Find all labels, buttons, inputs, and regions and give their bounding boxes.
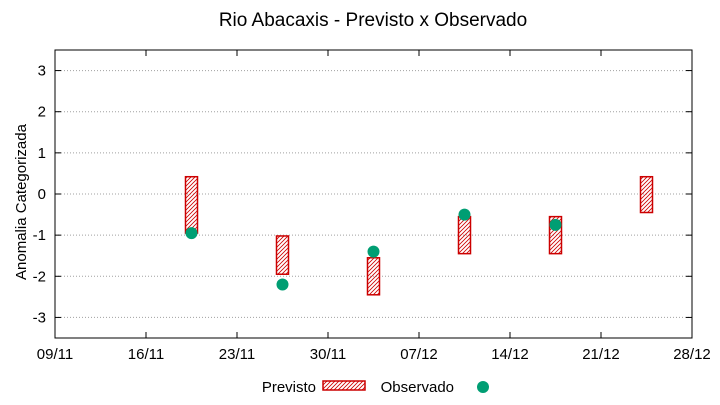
observado-point — [185, 227, 198, 240]
x-tick-label: 30/11 — [310, 346, 346, 363]
x-tick-label: 07/12 — [400, 346, 438, 363]
x-tick-label: 23/11 — [219, 346, 255, 363]
observado-point — [367, 245, 380, 258]
marks — [184, 175, 654, 296]
previsto-box — [457, 215, 472, 255]
x-tick-label: 28/12 — [673, 346, 711, 363]
y-tick-label: -2 — [33, 268, 46, 285]
x-tick-label: 16/11 — [128, 346, 164, 363]
y-tick-label: 3 — [38, 63, 46, 80]
y-tick-label: 2 — [38, 104, 46, 121]
y-tick-label: -3 — [33, 309, 46, 326]
y-tick-label: 0 — [38, 186, 46, 203]
observado-point — [458, 208, 471, 221]
legend-swatch-previsto — [322, 380, 366, 391]
legend-label-observado: Observado — [381, 379, 454, 396]
observado-point — [549, 218, 562, 231]
legend: Previsto Observado — [262, 379, 489, 396]
x-tick-label: 09/11 — [37, 346, 73, 363]
previsto-box — [639, 175, 654, 214]
legend-label-previsto: Previsto — [262, 379, 316, 396]
y-tick-label: -1 — [33, 227, 46, 244]
previsto-box — [184, 175, 199, 234]
x-tick-label: 14/12 — [491, 346, 529, 363]
legend-swatch-observado — [477, 381, 489, 393]
x-tick-label: 21/12 — [582, 346, 620, 363]
previsto-box — [366, 257, 381, 296]
ticks: -3 -2 -1 0 1 2 3 09/11 16/11 23/11 30/11 07/12 14/12… — [33, 50, 711, 363]
previsto-box — [275, 235, 290, 275]
y-tick-label: 1 — [38, 145, 46, 162]
observado-point — [276, 278, 289, 291]
chart-title: Rio Abacaxis - Previsto x Observado — [219, 10, 527, 31]
y-axis-label: Anomalia Categorizada — [13, 123, 30, 280]
